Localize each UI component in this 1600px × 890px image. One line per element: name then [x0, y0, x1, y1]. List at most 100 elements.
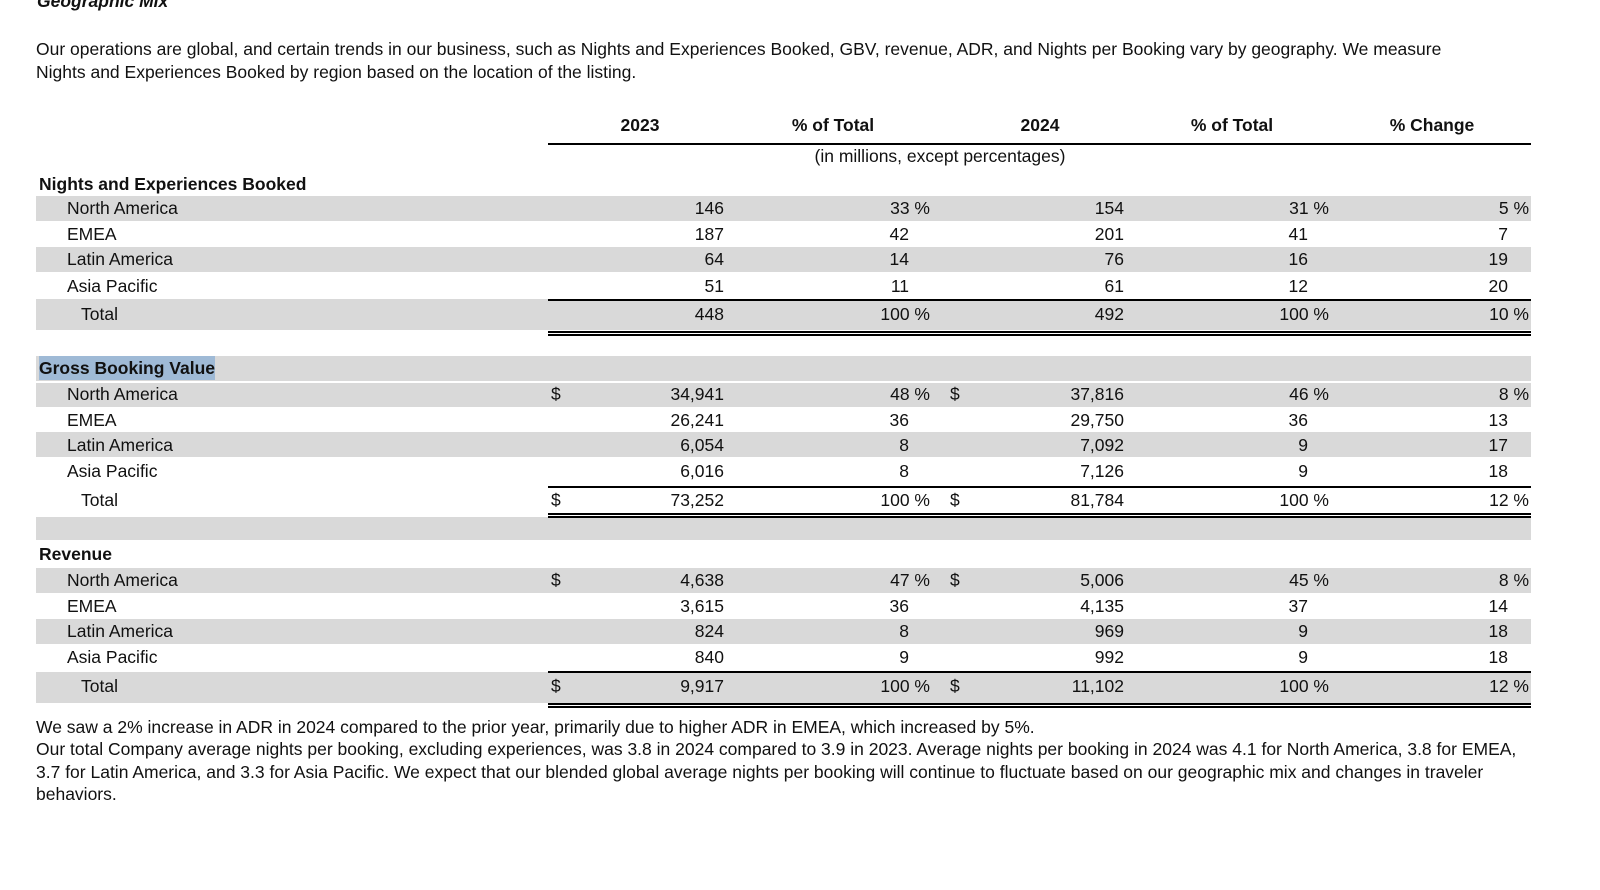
cell-value: 5 % — [1498, 198, 1529, 218]
section-rule — [548, 299, 1531, 301]
cell-value: 36 — [889, 410, 909, 430]
cell-value: 48 % — [890, 384, 930, 404]
cell-value: 64 — [704, 249, 724, 269]
section-rule — [548, 516, 1531, 518]
cell-value: 8 — [899, 461, 909, 481]
cell-value: 9 — [1298, 621, 1308, 641]
row-label: Asia Pacific — [67, 647, 158, 667]
cell-value: 4,135 — [1080, 596, 1124, 616]
cell-value: 187 — [694, 224, 724, 244]
cell-value: 41 — [1288, 224, 1308, 244]
cell-value: 7 — [1498, 224, 1508, 244]
currency: $ — [551, 490, 561, 510]
cell-value: 9 — [1298, 435, 1308, 455]
cell-value: 7,092 — [1080, 435, 1124, 455]
row-band — [36, 196, 1531, 221]
cell-value: 37,816 — [1070, 384, 1124, 404]
cell-value: 969 — [1094, 621, 1124, 641]
column-header: % of Total — [1190, 115, 1274, 135]
cell-value: 14 — [1488, 596, 1508, 616]
cell-value: 61 — [1104, 276, 1124, 296]
row-label: North America — [67, 384, 178, 404]
cell-value: 33 % — [890, 198, 930, 218]
row-label: Total — [81, 490, 118, 510]
cell-value: 34,941 — [670, 384, 724, 404]
cell-value: 8 % — [1498, 570, 1529, 590]
cell-value: 201 — [1094, 224, 1124, 244]
cell-value: 5,006 — [1080, 570, 1124, 590]
currency: $ — [950, 570, 960, 590]
cell-value: 3,615 — [680, 596, 724, 616]
cell-value: 100 % — [880, 490, 930, 510]
cell-value: 12 — [1288, 276, 1308, 296]
cell-value: 31 % — [1289, 198, 1329, 218]
currency: $ — [950, 490, 960, 510]
row-label: North America — [67, 570, 178, 590]
row-label: Total — [81, 304, 118, 324]
cell-value: 11,102 — [1071, 676, 1124, 696]
row-label: Asia Pacific — [67, 461, 158, 481]
cell-value: 18 — [1488, 461, 1508, 481]
row-label: Latin America — [67, 621, 174, 641]
cell-value: 9 — [899, 647, 909, 667]
cell-value: 9,917 — [680, 676, 724, 696]
cell-value: 19 — [1488, 249, 1508, 269]
cell-value: 100 % — [1279, 490, 1329, 510]
section-rule — [548, 331, 1531, 333]
cell-value: 9 — [1298, 461, 1308, 481]
row-band — [36, 619, 1531, 644]
cell-value: 6,054 — [680, 435, 724, 455]
row-label: Latin America — [67, 249, 174, 269]
cell-value: 824 — [694, 621, 724, 641]
row-band — [36, 672, 1531, 703]
cell-value: 12 % — [1489, 490, 1529, 510]
cell-value: 29,750 — [1070, 410, 1124, 430]
section-title: Nights and Experiences Booked — [39, 174, 307, 194]
cell-value: 4,638 — [680, 570, 724, 590]
cell-value: 18 — [1488, 647, 1508, 667]
column-header: % of Total — [791, 115, 875, 135]
row-band — [36, 299, 1531, 330]
section-title: Revenue — [39, 544, 112, 564]
cell-value: 81,784 — [1070, 490, 1124, 510]
intro: Our operations are global, and certain t… — [36, 39, 1442, 82]
section-rule — [548, 486, 1531, 488]
cell-value: 13 — [1488, 410, 1508, 430]
cell-value: 12 % — [1489, 676, 1529, 696]
section-rule — [548, 334, 1531, 336]
cell-value: 76 — [1104, 249, 1124, 269]
cell-value: 10 % — [1489, 304, 1529, 324]
row-label: North America — [67, 198, 178, 218]
cell-value: 45 % — [1289, 570, 1329, 590]
cell-value: 840 — [694, 647, 724, 667]
section-rule — [548, 671, 1531, 673]
cell-value: 100 % — [880, 304, 930, 324]
cell-value: 11 — [890, 276, 909, 296]
section-rule — [548, 706, 1531, 708]
cell-value: 8 — [899, 621, 909, 641]
cell-value: 154 — [1094, 198, 1124, 218]
cell-value: 17 — [1488, 435, 1508, 455]
note: We saw a 2% increase in ADR in 2024 comp… — [36, 717, 1035, 737]
row-band — [36, 383, 1531, 407]
cell-value: 8 % — [1498, 384, 1529, 404]
currency: $ — [950, 384, 960, 404]
row-label: EMEA — [67, 596, 117, 616]
cell-value: 36 — [889, 596, 909, 616]
heading: Geographic Mix — [37, 0, 169, 11]
column-header: % Change — [1389, 115, 1475, 135]
row-label: Total — [81, 676, 118, 696]
units: (in millions, except percentages) — [814, 146, 1066, 166]
cell-value: 51 — [704, 276, 724, 296]
cell-value: 36 — [1288, 410, 1308, 430]
cell-value: 37 — [1288, 596, 1308, 616]
currency: $ — [551, 676, 561, 696]
row-band — [36, 568, 1531, 593]
header-rule — [548, 143, 1531, 145]
cell-value: 7,126 — [1080, 461, 1124, 481]
note: Our total Company average nights per boo… — [36, 739, 1517, 804]
currency: $ — [950, 676, 960, 696]
cell-value: 100 % — [880, 676, 930, 696]
cell-value: 47 % — [890, 570, 930, 590]
